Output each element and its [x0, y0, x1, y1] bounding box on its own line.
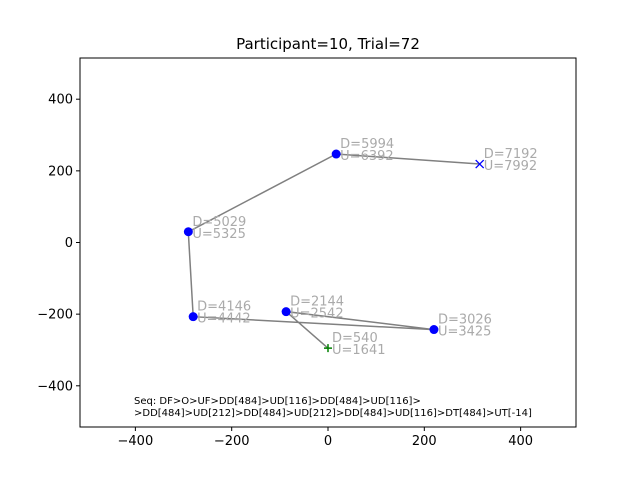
data-point-5-d-label: D=5994	[340, 137, 394, 152]
y-tick-label: 200	[48, 164, 73, 179]
x-tick-label: 200	[412, 434, 437, 449]
y-tick-label: −400	[37, 379, 73, 394]
data-point-4-d-label: D=5029	[192, 215, 246, 230]
data-point-2-d-label: D=3026	[438, 313, 492, 328]
end-point-marker	[475, 159, 485, 169]
data-point-4-u-label: U=5325	[192, 227, 246, 242]
data-point-1-u-label: U=2542	[290, 307, 344, 322]
plot-area-frame	[79, 57, 577, 428]
axes: −400 −200 0 200 400 −400 −200 0 200 400	[37, 93, 533, 449]
data-point-2	[429, 325, 439, 335]
y-tick-label: 400	[48, 93, 73, 108]
data-point-3-u-label: U=4442	[197, 312, 251, 327]
data-point-3	[188, 312, 198, 322]
chart-title: Participant=10, Trial=72	[236, 35, 420, 53]
end-point-d-label: D=7192	[484, 147, 538, 162]
data-point-4	[183, 227, 193, 237]
end-point-u-label: U=7992	[484, 159, 538, 174]
sequence-annotation-line-1: Seq: DF>O>UF>DD[484]>UD[116]>DD[484]>UD[…	[134, 396, 421, 407]
data-point-5-u-label: U=6392	[340, 149, 394, 164]
data-point-1	[281, 307, 291, 317]
start-point-u-label: U=1641	[332, 343, 386, 358]
data-point-3-d-label: D=4146	[197, 300, 251, 315]
data-point-5	[331, 149, 341, 159]
data-point-2-u-label: U=3425	[438, 325, 492, 340]
start-point-d-label: D=540	[332, 331, 378, 346]
y-tick-label: 0	[65, 236, 73, 251]
y-tick-label: −200	[37, 308, 73, 323]
x-tick-label: −400	[118, 434, 154, 449]
data-point-1-d-label: D=2144	[290, 295, 344, 310]
sequence-annotation-line-2: >DD[484]>UD[212]>DD[484]>UD[212]>DD[484]…	[134, 408, 532, 419]
start-point-marker	[324, 344, 332, 353]
x-tick-label: 400	[508, 434, 533, 449]
x-tick-label: −200	[214, 434, 250, 449]
x-tick-label: 0	[324, 434, 332, 449]
